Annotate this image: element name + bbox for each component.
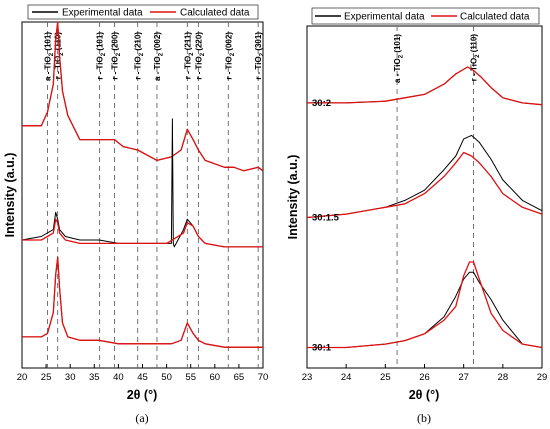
panel-a-x-tick-label: 50 bbox=[161, 372, 172, 383]
panel-a-peak-label: r - TiO2 (220) bbox=[194, 32, 206, 80]
panel-a-peak-label: r - TiO2 (200) bbox=[111, 32, 123, 80]
panel-b-legend: Experimental data Calculated data bbox=[311, 7, 540, 25]
panel-b-legend-experimental: Experimental data bbox=[344, 12, 425, 23]
panel-b-series-calculated-30-1-5 bbox=[306, 151, 543, 219]
panel-b-x-tick-label: 28 bbox=[498, 372, 509, 383]
panel-a-peak-label: r - TiO2 (301) bbox=[254, 32, 266, 80]
panel-b-label: (b) bbox=[417, 411, 431, 425]
panel-a-legend-experimental: Experimental data bbox=[62, 8, 143, 19]
panel-b-series-calculated-30-2 bbox=[307, 66, 543, 106]
panel-b-sample-label: 30:1.5 bbox=[312, 213, 340, 224]
panel-b-x-tick-label: 24 bbox=[341, 372, 352, 383]
panel-a-peak-label: a - TiO2 (002) bbox=[153, 32, 165, 81]
panel-b-peak-label: r - TiO2 (110) bbox=[469, 34, 481, 82]
panel-a-label: (a) bbox=[135, 411, 148, 425]
panel-b-series-calculated-30-1 bbox=[307, 261, 543, 349]
panel-b-peak-label: a - TiO2 (101) bbox=[393, 34, 405, 83]
panel-a-x-tick-label: 35 bbox=[89, 372, 100, 383]
panel-a-x-axis-title: 2θ (°) bbox=[127, 388, 158, 402]
panel-b-x-tick-label: 26 bbox=[419, 372, 430, 383]
panel-b-x-tick-label: 27 bbox=[458, 372, 469, 383]
panel-a-x-tick-label: 45 bbox=[137, 372, 148, 383]
panel-a-x-tick-label: 55 bbox=[185, 372, 196, 383]
panel-a-peak-label: r - TiO2 (211) bbox=[183, 32, 195, 80]
panel-a-y-axis-title: Intensity (a.u.) bbox=[3, 153, 17, 238]
panel-a-legend: Experimental data Calculated data bbox=[27, 4, 259, 20]
panel-b-plot: 23 24 25 26 27 28 29 a - TiO2 (101) r - TiO2 (11… bbox=[302, 26, 548, 383]
panel-b-sample-label: 30:2 bbox=[312, 98, 331, 109]
panel-b-sample-label: 30:1 bbox=[312, 342, 332, 353]
panel-a-x-tick-label: 70 bbox=[258, 372, 269, 383]
panel-a-x-tick-label: 25 bbox=[41, 372, 52, 383]
panel-b-x-tick-label: 29 bbox=[537, 372, 548, 383]
panel-b-x-tick-label: 23 bbox=[302, 372, 313, 383]
panel-a-series-calculated-middle bbox=[22, 218, 263, 248]
panel-a-peak-label: r - TiO2 (002) bbox=[224, 32, 236, 80]
panel-a-x-tick-label: 65 bbox=[234, 372, 245, 383]
panel-b-legend-calculated: Calculated data bbox=[460, 12, 530, 23]
panel-a-plot: 20 25 30 35 40 45 50 55 60 65 70 a - TiO2 (101) r - … bbox=[17, 21, 269, 383]
panel-a-series-calculated-bottom bbox=[22, 256, 263, 348]
panel-a-peak-label: r - TiO2 (101) bbox=[96, 32, 108, 80]
panel-a-x-tick-label: 30 bbox=[65, 372, 76, 383]
panel-a-x-tick-label: 60 bbox=[210, 372, 221, 383]
panel-a-peak-label: a - TiO2 (101) bbox=[44, 32, 56, 81]
panel-b-series-experimental-30-1 bbox=[307, 271, 543, 348]
panel-a-x-tick-label: 40 bbox=[113, 372, 124, 383]
panel-a-peak-label: r - TiO2 (210) bbox=[134, 32, 146, 80]
panel-a-legend-calculated: Calculated data bbox=[180, 8, 250, 19]
panel-b-x-tick-label: 25 bbox=[380, 372, 391, 383]
panel-b-x-axis-title: 2θ (°) bbox=[409, 388, 440, 402]
panel-b-series-experimental-30-1-5 bbox=[306, 134, 543, 218]
panel-a-series-calculated-top bbox=[22, 21, 264, 172]
panel-b-y-axis-title: Intensity (a.u.) bbox=[286, 155, 300, 240]
panel-a-x-tick-label: 20 bbox=[17, 372, 28, 383]
